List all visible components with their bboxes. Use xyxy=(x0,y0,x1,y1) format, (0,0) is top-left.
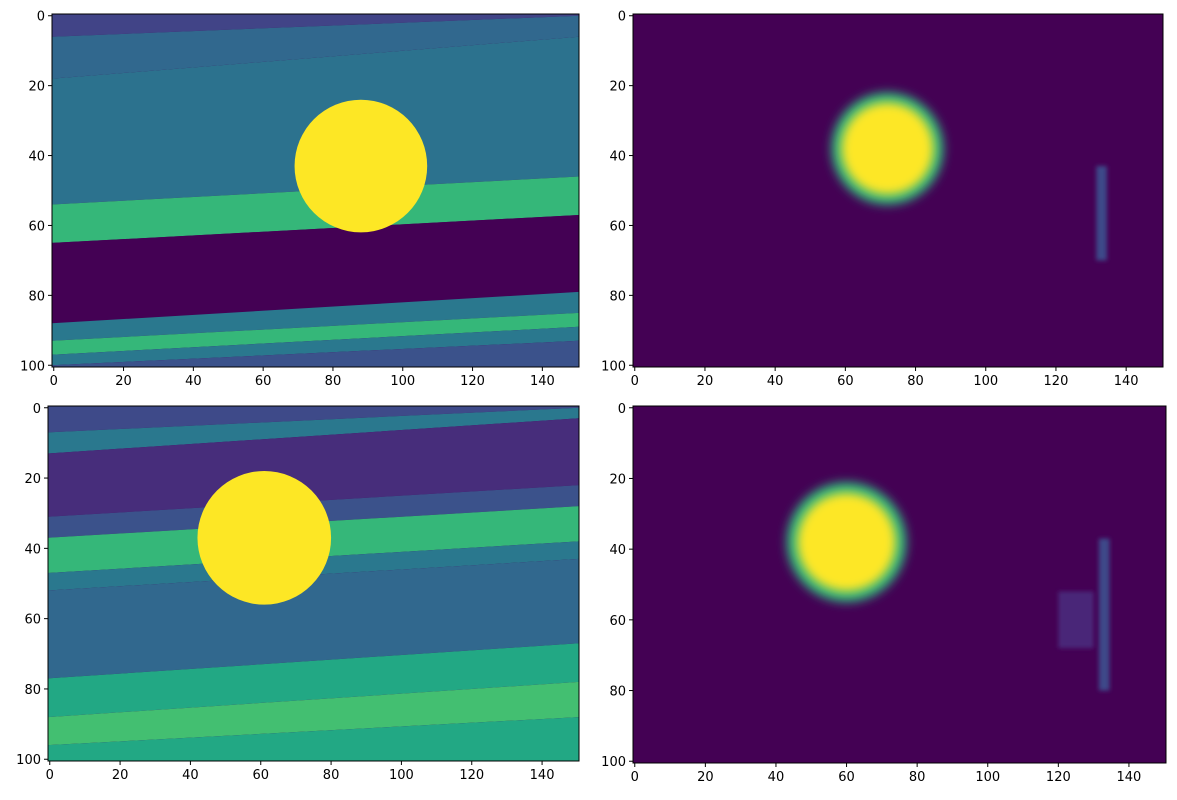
y-tick-label: 40 xyxy=(609,543,626,558)
blob xyxy=(797,492,896,592)
x-tick-label: 140 xyxy=(530,768,555,783)
x-tick-label: 120 xyxy=(459,768,484,783)
x-tick-label: 20 xyxy=(112,768,129,783)
streak xyxy=(1058,591,1094,649)
x-tick-label: 80 xyxy=(907,374,924,389)
disc xyxy=(197,470,332,605)
y-tick-label: 100 xyxy=(601,755,626,770)
band xyxy=(52,14,579,37)
x-tick-label: 0 xyxy=(50,374,58,389)
image-background xyxy=(633,406,1166,763)
y-tick-label: 60 xyxy=(609,614,626,629)
y-tick-label: 100 xyxy=(601,359,626,374)
x-tick-label: 80 xyxy=(323,768,340,783)
y-tick-label: 60 xyxy=(24,613,41,628)
y-tick-label: 20 xyxy=(609,80,626,95)
y-tick-label: 20 xyxy=(24,472,41,487)
axes-frame xyxy=(632,13,1164,368)
x-tick-label: 0 xyxy=(46,768,54,783)
x-tick-label: 80 xyxy=(325,374,342,389)
x-tick-label: 100 xyxy=(389,768,414,783)
image-axes xyxy=(633,14,1163,367)
x-tick-label: 100 xyxy=(390,374,415,389)
y-tick-label: 60 xyxy=(28,219,45,234)
x-tick-label: 60 xyxy=(252,768,269,783)
streak xyxy=(1096,166,1107,261)
y-tick-label: 20 xyxy=(609,472,626,487)
x-tick-label: 0 xyxy=(631,770,639,785)
x-tick-label: 60 xyxy=(838,770,855,785)
y-tick-label: 80 xyxy=(28,289,45,304)
band xyxy=(48,418,579,517)
image-axes xyxy=(633,406,1166,763)
band xyxy=(48,406,579,433)
band xyxy=(52,312,579,355)
y-tick-label: 40 xyxy=(609,150,626,165)
x-tick-label: 120 xyxy=(1046,770,1071,785)
x-tick-label: 0 xyxy=(631,374,639,389)
streak xyxy=(1098,538,1110,691)
x-tick-label: 100 xyxy=(973,374,998,389)
band xyxy=(52,326,579,366)
y-tick-label: 60 xyxy=(609,219,626,234)
axes-frame xyxy=(51,13,580,368)
band xyxy=(48,681,579,746)
x-tick-label: 40 xyxy=(768,770,785,785)
x-tick-label: 140 xyxy=(530,374,555,389)
image-axes xyxy=(52,14,579,367)
y-tick-label: 0 xyxy=(37,10,45,25)
x-tick-label: 120 xyxy=(460,374,485,389)
axes-frame xyxy=(47,405,580,762)
x-tick-label: 140 xyxy=(1117,770,1142,785)
band xyxy=(48,558,579,679)
y-tick-label: 0 xyxy=(618,10,626,25)
x-tick-label: 140 xyxy=(1114,374,1139,389)
x-tick-label: 60 xyxy=(255,374,272,389)
x-tick-label: 20 xyxy=(697,374,714,389)
y-tick-label: 0 xyxy=(618,402,626,417)
x-tick-label: 40 xyxy=(185,374,202,389)
y-tick-label: 40 xyxy=(28,150,45,165)
x-tick-label: 20 xyxy=(697,770,714,785)
y-tick-label: 80 xyxy=(24,683,41,698)
axes-frame xyxy=(632,405,1167,764)
y-tick-label: 20 xyxy=(28,80,45,95)
blob xyxy=(841,102,934,195)
band xyxy=(48,407,579,454)
x-tick-label: 40 xyxy=(182,768,199,783)
x-tick-label: 120 xyxy=(1044,374,1069,389)
disc xyxy=(294,99,428,233)
band xyxy=(48,717,579,761)
band xyxy=(48,643,579,718)
band xyxy=(52,15,579,79)
band xyxy=(52,214,579,324)
image-axes xyxy=(48,406,579,761)
band xyxy=(52,340,579,367)
y-tick-label: 40 xyxy=(24,542,41,557)
x-tick-label: 60 xyxy=(837,374,854,389)
x-tick-label: 80 xyxy=(909,770,926,785)
y-tick-label: 100 xyxy=(16,753,41,768)
x-tick-label: 100 xyxy=(975,770,1000,785)
y-tick-label: 80 xyxy=(609,289,626,304)
y-tick-label: 100 xyxy=(20,359,45,374)
band xyxy=(52,291,579,341)
y-tick-label: 80 xyxy=(609,685,626,700)
y-tick-label: 0 xyxy=(33,402,41,417)
x-tick-label: 20 xyxy=(115,374,132,389)
x-tick-label: 40 xyxy=(767,374,784,389)
